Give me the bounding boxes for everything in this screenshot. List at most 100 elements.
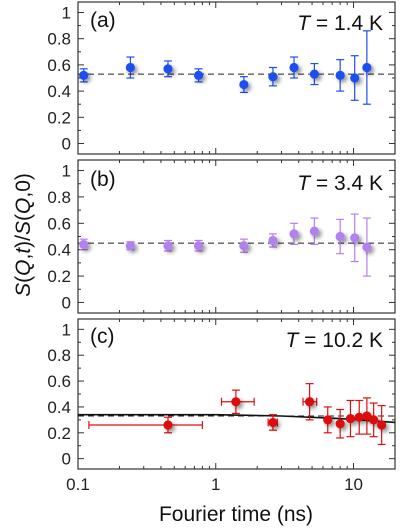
y-tick-label: 0.8 <box>47 30 71 49</box>
y-axis-title: S(Q,t)/S(Q,0) <box>12 173 35 297</box>
data-marker <box>163 64 173 74</box>
data-marker <box>79 239 89 250</box>
data-point <box>350 213 360 263</box>
data-marker <box>362 411 372 421</box>
panel-b: 0 0.2 0.4 0.6 0.8 1 (b) T = 3.4 K <box>47 159 396 314</box>
data-point <box>345 399 356 438</box>
data-marks <box>79 213 372 277</box>
y-tick-label: 0.2 <box>47 424 71 443</box>
data-point <box>362 30 372 105</box>
y-axis-title-text: ,0) <box>12 173 35 198</box>
data-point <box>289 56 299 79</box>
data-marker <box>345 413 356 424</box>
data-point <box>125 241 135 251</box>
data-marker <box>354 412 364 422</box>
y-axis-title-symbol: Q <box>12 198 35 214</box>
data-marker <box>377 420 387 430</box>
data-point <box>309 62 320 86</box>
data-marker <box>350 233 360 243</box>
data-point <box>125 56 135 79</box>
data-marker <box>362 62 372 73</box>
data-point <box>289 222 299 246</box>
x-tick-label: 1 <box>211 475 220 494</box>
y-tick-label: 0.6 <box>47 372 71 391</box>
panel-c: 0 0.2 0.4 0.6 0.8 1 (c) T = 10.2 K 0.1 1 10 <box>47 318 396 494</box>
y-tick-label: 1 <box>62 162 71 181</box>
data-point <box>350 55 360 101</box>
data-point <box>79 238 89 251</box>
data-marker <box>163 420 173 430</box>
data-point <box>88 416 204 434</box>
data-point <box>163 239 173 252</box>
y-axis-title-text: )/ <box>12 235 35 248</box>
data-marker <box>309 226 320 236</box>
data-marker <box>289 62 299 73</box>
data-marker <box>193 241 204 251</box>
panel-label: (c) <box>90 325 115 348</box>
panel-ticks: 0 0.2 0.4 0.6 0.8 1 <box>47 160 396 313</box>
data-marker <box>323 415 333 425</box>
temperature-symbol: T <box>286 329 301 352</box>
data-point <box>239 238 249 253</box>
y-tick-label: 0 <box>62 450 71 469</box>
data-marker <box>289 229 299 239</box>
data-marks <box>88 383 387 446</box>
temperature-label: T = 1.4 K <box>297 12 383 35</box>
data-point <box>309 217 320 246</box>
y-tick-label: 0.6 <box>47 56 71 75</box>
data-marker <box>369 415 379 425</box>
data-marks <box>79 30 372 105</box>
data-point <box>335 59 345 92</box>
y-tick-label: 0.6 <box>47 214 71 233</box>
data-point <box>268 233 278 248</box>
y-axis-title-symbol: t <box>12 247 35 254</box>
y-tick-label: 0.8 <box>47 188 71 207</box>
y-tick-label: 0 <box>62 135 71 154</box>
y-tick-label: 0.4 <box>47 241 71 260</box>
data-marker <box>239 79 249 90</box>
data-point <box>193 68 204 83</box>
x-tick-label: 10 <box>344 475 363 494</box>
data-point <box>362 397 372 435</box>
data-marker <box>231 397 241 407</box>
y-tick-label: 0 <box>62 293 71 312</box>
x-tick-labels: 0.1 1 10 <box>66 475 363 494</box>
y-tick-label: 0.4 <box>47 82 71 101</box>
data-point <box>362 217 372 277</box>
data-marker <box>268 72 278 82</box>
data-point <box>377 405 387 446</box>
data-point <box>335 408 345 439</box>
y-axis-title-text: ( <box>12 276 35 283</box>
panel-a: 0 0.2 0.4 0.6 0.8 1 (a) T = 1.4 K <box>47 1 396 155</box>
data-marker <box>350 73 360 83</box>
data-marker <box>305 397 315 407</box>
data-marker <box>239 241 249 251</box>
temperature-symbol: T <box>297 172 312 195</box>
panel-label: (a) <box>90 9 116 32</box>
temperature-value: = 10.2 K <box>298 329 383 352</box>
y-tick-label: 0.2 <box>47 267 71 286</box>
data-point <box>369 402 379 438</box>
data-marker <box>362 242 372 252</box>
data-marker <box>268 235 278 246</box>
data-point <box>354 399 364 435</box>
temperature-value: = 1.4 K <box>310 12 383 35</box>
data-point <box>268 66 278 87</box>
data-marker <box>335 70 345 80</box>
x-tick-label: 0.1 <box>66 475 90 494</box>
y-axis-title-symbol: Q <box>12 260 35 276</box>
y-tick-label: 0.8 <box>47 346 71 365</box>
y-tick-label: 1 <box>62 320 71 339</box>
data-point <box>79 68 89 83</box>
data-marker <box>125 241 135 251</box>
data-point <box>302 383 318 421</box>
data-marker <box>335 419 345 429</box>
data-marker <box>268 417 278 428</box>
y-axis-title-text: , <box>12 254 35 260</box>
data-marker <box>309 69 320 79</box>
data-point <box>163 60 173 78</box>
panel-ticks: 0 0.2 0.4 0.6 0.8 1 <box>47 2 396 154</box>
y-axis-title-symbol: S <box>12 283 35 297</box>
data-point <box>239 76 249 94</box>
